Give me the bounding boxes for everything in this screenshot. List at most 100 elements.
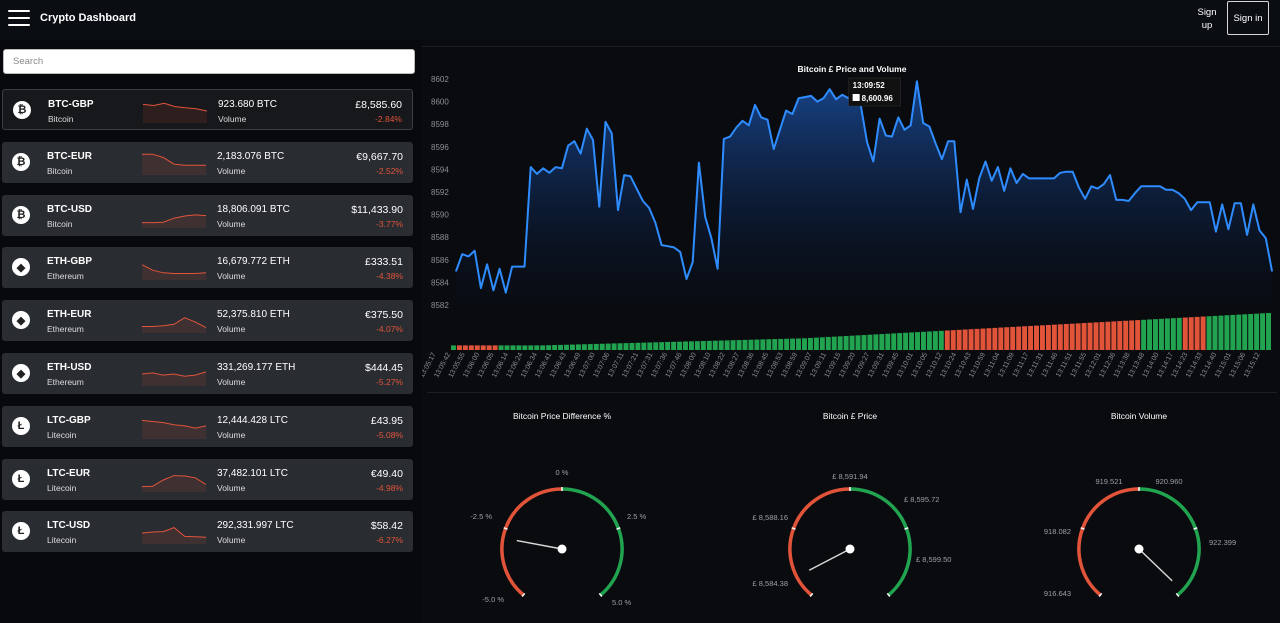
price-point: [947, 140, 949, 142]
market-card[interactable]: Ł LTC-EUR Litecoin 37,482.101 LTC Volume €49.…: [2, 458, 413, 500]
volume-bar: [629, 342, 635, 350]
volume-bar: [938, 330, 944, 350]
market-pair: ETH-EUR: [47, 309, 92, 321]
price-point: [555, 166, 557, 168]
price-point: [966, 179, 968, 181]
volume-bar: [796, 338, 802, 350]
volume-bar: [688, 341, 694, 350]
price-point: [661, 244, 663, 246]
price-volume-chart[interactable]: Bitcoin £ Price and Volume 8602 8600 8598 85…: [422, 40, 1280, 392]
change-percent: -2.52%: [376, 165, 403, 176]
chart-area: Bitcoin £ Price and Volume 8602 8600 8598 85…: [422, 40, 1280, 623]
gauge-label: 2.5 %: [627, 512, 647, 521]
sparkline: [142, 317, 206, 334]
volume-bar: [1028, 325, 1034, 350]
volume-bar: [540, 345, 546, 350]
price-point: [1221, 203, 1223, 205]
price-point: [1034, 177, 1036, 179]
chart-title: Bitcoin £ Price and Volume: [798, 64, 907, 74]
gauge-label: -5.0 %: [482, 595, 504, 604]
market-card[interactable]: ₿ BTC-EUR Bitcoin 2,183.076 BTC Volume €9,667…: [2, 141, 413, 183]
change-percent: -4.38%: [376, 271, 403, 282]
price-point: [517, 266, 519, 268]
sparkline: [142, 474, 206, 492]
volume-bar: [1004, 327, 1010, 350]
change-percent: -2.84%: [375, 114, 402, 124]
coin-name: Litecoin: [47, 482, 77, 493]
price-value: £8,585.60: [355, 99, 402, 111]
volume-bar: [974, 328, 980, 350]
price-point: [673, 246, 675, 248]
price-point: [717, 268, 719, 270]
gauge-label: 919.521: [1095, 477, 1122, 486]
change-percent: -4.98%: [376, 482, 403, 493]
market-card[interactable]: ₿ BTC-GBP Bitcoin 923.680 BTC Volume £8,585.6…: [2, 89, 413, 130]
y-tick-label: 8590: [431, 211, 449, 220]
volume-bar: [635, 342, 641, 350]
volume-value: 2,183.076 BTC: [217, 150, 285, 162]
sparkline: [142, 419, 206, 439]
price-value: $58.42: [370, 520, 403, 533]
price-point: [910, 124, 912, 126]
price-point: [879, 118, 881, 120]
volume-bar: [950, 330, 956, 350]
volume-bar: [1022, 326, 1028, 350]
signin-button[interactable]: Sign in: [1227, 1, 1269, 35]
sparkline: [142, 213, 206, 228]
price-point: [654, 221, 656, 224]
volume-bar: [694, 341, 700, 350]
price-point: [760, 116, 762, 118]
price-point: [536, 173, 538, 175]
price-point: [1022, 173, 1024, 175]
price-point: [735, 127, 737, 129]
gauges-row: Bitcoin Price Difference % 0 % -2.5 % 2.5 %…: [470, 411, 1236, 607]
price-point: [1171, 189, 1173, 191]
change-percent: -4.07%: [376, 324, 403, 335]
price-point: [953, 140, 955, 142]
price-point: [903, 129, 906, 131]
signup-button[interactable]: Sign up: [1197, 7, 1217, 31]
price-point: [1097, 188, 1099, 190]
market-card[interactable]: ◆ ETH-GBP Ethereum 16,679.772 ETH Volume £333…: [2, 247, 413, 289]
volume-bar: [891, 333, 897, 350]
price-point: [723, 138, 725, 140]
volume-bar: [1039, 325, 1045, 350]
coin-name: Ethereum: [47, 324, 84, 335]
volume-bar: [647, 342, 653, 350]
price-point: [629, 175, 631, 177]
volume-bar: [1045, 324, 1051, 350]
gauge-needle: [1138, 548, 1173, 582]
coin-name: Litecoin: [47, 535, 77, 546]
price-point: [1053, 177, 1055, 179]
price-value: €49.40: [370, 467, 403, 480]
gauge-label: -2.5 %: [470, 512, 492, 521]
market-card[interactable]: Ł LTC-USD Litecoin 292,331.997 LTC Volume $58…: [2, 511, 413, 553]
y-tick-label: 8602: [431, 75, 449, 84]
sparkline-line: [142, 153, 206, 166]
price-point: [617, 209, 619, 211]
volume-bar: [736, 340, 742, 350]
volume-bar: [1034, 325, 1039, 350]
price-point: [897, 116, 899, 118]
volume-bar: [742, 339, 748, 350]
volume-label: Volume: [218, 114, 247, 124]
market-card[interactable]: ◆ ETH-EUR Ethereum 52,375.810 ETH Volume €375…: [2, 300, 413, 342]
volume-bar: [486, 345, 492, 350]
menu-icon[interactable]: [8, 10, 30, 26]
market-card[interactable]: ₿ BTC-USD Bitcoin 18,806.091 BTC Volume $11,4…: [2, 194, 413, 236]
gauge-tick: [904, 527, 909, 530]
price-point: [561, 167, 563, 169]
markets-panel: ₿ BTC-GBP Bitcoin 923.680 BTC Volume £8,585.6…: [0, 40, 422, 623]
gauge-label: £ 8,588.16: [753, 513, 788, 522]
price-point: [866, 141, 868, 143]
divider: [422, 46, 1280, 47]
search-input[interactable]: [3, 49, 415, 74]
price-point: [1215, 231, 1217, 233]
market-card[interactable]: ◆ ETH-USD Ethereum 331,269.177 ETH Volume $44…: [2, 353, 413, 394]
volume-bar: [1164, 318, 1170, 350]
market-card[interactable]: Ł LTC-GBP Litecoin 12,444.428 LTC Volume £43.…: [2, 405, 413, 447]
volume-bar: [451, 345, 456, 350]
price-point: [598, 206, 600, 208]
volume-bar: [885, 333, 891, 350]
price-point: [978, 177, 980, 179]
